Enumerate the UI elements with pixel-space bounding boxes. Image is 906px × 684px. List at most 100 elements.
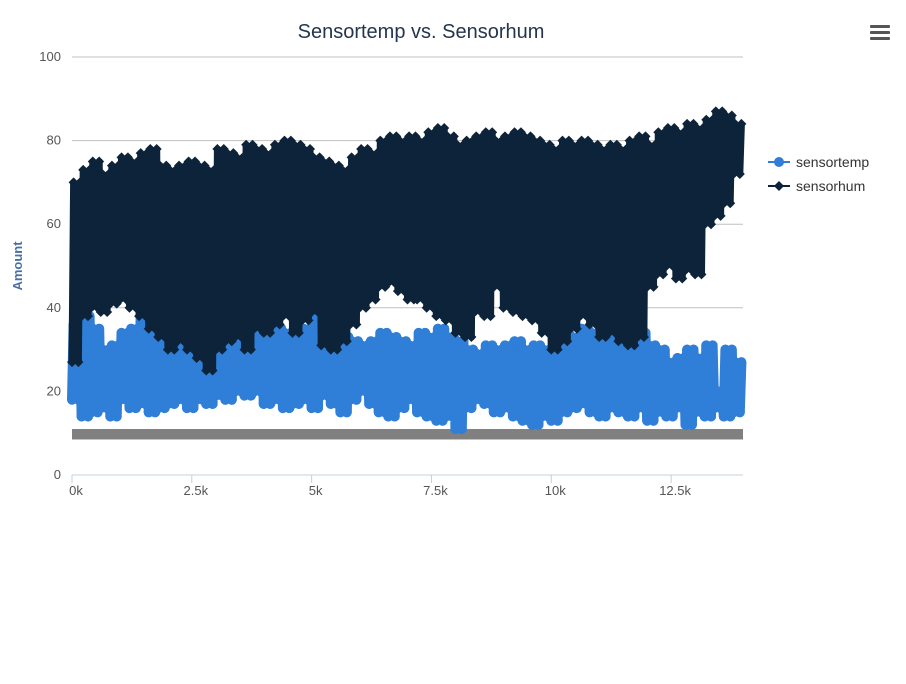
data-point-sensorhum [384,131,395,142]
legend-item-sensorhum[interactable]: sensorhum [768,178,865,194]
data-point-sensortemp [416,340,427,351]
data-point-sensortemp [626,394,637,405]
data-point-sensorhum [108,281,119,292]
data-point-sensorhum [549,327,560,338]
data-point-sensortemp [482,382,493,393]
data-point-sensorhum [86,302,97,313]
data-point-sensorhum [175,319,186,330]
x-tick-label: 2.5k [184,483,209,498]
data-point-sensorhum [570,152,581,163]
data-point-sensorhum [734,169,745,180]
y-tick-label: 60 [47,216,61,231]
data-point-sensortemp [178,394,189,405]
data-point-sensorhum [503,143,514,154]
menu-bar [870,25,890,28]
data-point-sensortemp [367,382,378,393]
data-point-sensorhum [244,152,255,163]
data-point-sensorhum [530,298,541,309]
data-point-sensorhum [426,139,437,150]
data-point-sensortemp [271,378,282,389]
data-point-sensortemp [578,382,589,393]
data-point-sensortemp [456,424,467,435]
data-point-sensorhum [126,156,137,167]
data-point-sensortemp [370,398,381,409]
legend-item-sensortemp[interactable]: sensortemp [768,154,869,170]
data-point-sensorhum [386,261,397,271]
data-point-sensorhum [172,336,183,347]
data-point-sensorhum [106,160,117,171]
data-point-sensortemp [597,394,608,405]
data-point-sensorhum [205,177,216,188]
data-point-sensortemp [226,394,237,405]
data-point-sensorhum [653,127,664,138]
data-point-sensorhum [344,319,355,330]
data-point-sensorhum [661,261,672,271]
data-point-sensorhum [667,261,678,271]
data-point-sensortemp [102,403,113,414]
data-point-sensorhum [493,148,504,159]
data-point-sensorhum [487,127,498,138]
data-point-sensorhum [718,198,729,209]
legend[interactable]: sensortemp sensorhum [768,154,869,194]
data-point-sensorhum [394,135,405,146]
chart-title: Sensortemp vs. Sensorhum [298,21,545,43]
data-point-sensorhum [651,269,662,280]
data-point-sensorhum [715,210,726,221]
data-point-sensortemp [559,390,570,401]
data-point-sensortemp [351,394,362,405]
data-point-sensorhum [586,139,597,150]
data-point-sensorhum [223,319,234,330]
data-point-sensorhum [702,202,713,213]
data-point-sensorhum [591,319,602,330]
data-point-sensorhum [376,265,387,276]
data-point-sensortemp [549,398,560,409]
data-point-sensorhum [81,177,92,188]
data-point-sensorhum [231,152,242,163]
data-point-sensortemp [397,348,408,359]
data-point-sensorhum [325,344,336,355]
data-point-sensorhum [562,336,573,347]
data-point-sensortemp [493,357,504,368]
data-point-sensortemp [121,394,132,405]
data-point-sensorhum [335,336,346,347]
data-point-sensorhum [618,156,629,167]
data-point-sensorhum [110,173,121,184]
hamburger-menu-icon[interactable] [866,22,894,46]
data-point-sensorhum [547,143,558,154]
data-point-sensorhum [348,302,359,313]
data-point-sensortemp [511,394,522,405]
data-point-sensorhum [338,319,349,330]
data-point-sensorhum [571,323,582,334]
data-point-sensorhum [268,319,279,330]
data-point-sensorhum [610,327,621,338]
data-point-sensorhum [143,323,154,334]
data-point-sensorhum [658,269,669,280]
data-point-sensorhum [301,156,312,167]
data-point-sensorhum [289,139,300,150]
data-point-sensorhum [565,323,576,334]
data-point-sensortemp [127,386,138,397]
data-point-sensorhum [340,177,351,188]
y-tick-label: 20 [47,383,61,398]
data-point-sensorhum [84,164,95,175]
data-point-sensorhum [439,123,450,134]
data-point-sensortemp [659,344,670,355]
data-point-sensortemp [426,344,437,355]
data-point-sensorhum [215,156,226,167]
data-point-sensorhum [666,135,677,146]
data-point-sensorhum [100,181,111,192]
data-point-sensorhum [501,286,512,297]
data-point-sensorhum [266,148,277,159]
data-point-sensorhum [282,148,293,159]
data-point-sensorhum [365,148,376,159]
data-point-sensortemp [319,373,330,384]
data-point-sensorhum [629,340,640,351]
x-tick-label: 0k [69,483,83,498]
data-point-sensorhum [412,294,423,305]
data-point-sensorhum [213,327,224,338]
data-point-sensorhum [608,152,619,163]
data-point-sensortemp [100,357,111,368]
data-point-sensorhum [346,152,357,163]
data-point-sensorhum [490,135,501,146]
data-point-sensorhum [587,302,598,313]
